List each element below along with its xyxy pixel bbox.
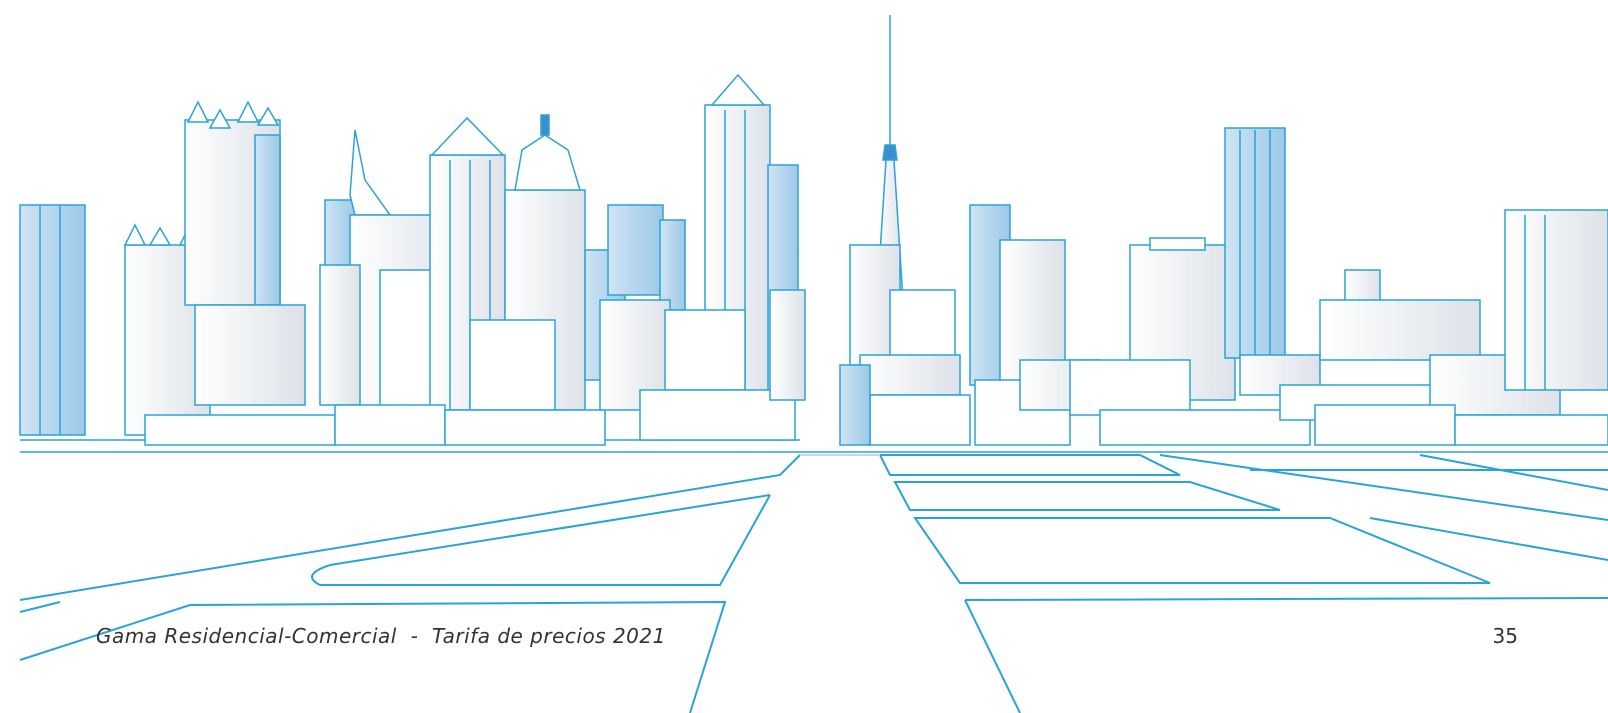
skyline-left	[19, 73, 806, 446]
skyline-center	[839, 15, 1101, 446]
page-number: 35	[1492, 624, 1518, 648]
skyline-right	[1069, 127, 1608, 446]
footer-document-title: Gama Residencial-Comercial - Tarifa de p…	[96, 624, 666, 648]
street-grid	[19, 439, 1608, 713]
